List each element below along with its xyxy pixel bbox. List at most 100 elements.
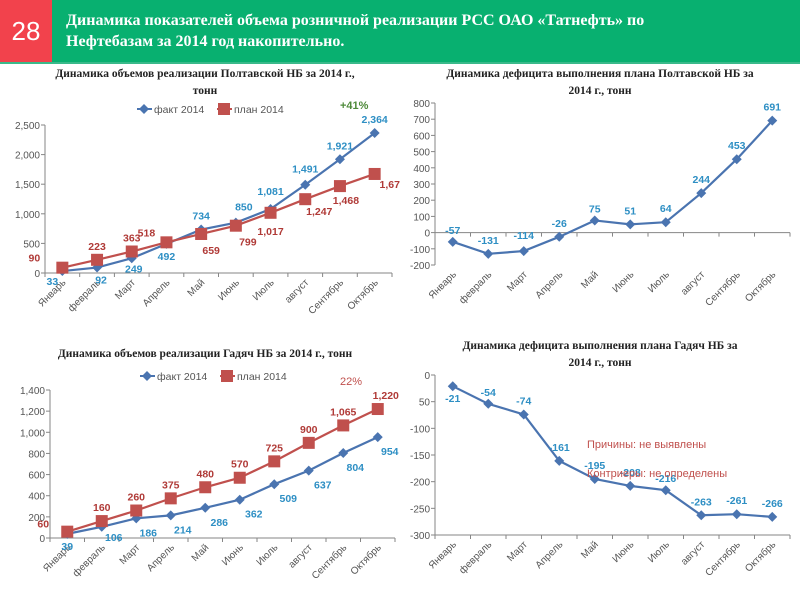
data-point — [264, 206, 277, 219]
data-point — [337, 419, 350, 432]
y-tick-label: 400 — [28, 492, 45, 503]
series-line-plan — [62, 172, 376, 269]
data-label: 1,491 — [292, 164, 318, 176]
data-label: -57 — [445, 225, 460, 237]
x-tick-label: август — [679, 539, 708, 568]
data-point — [696, 510, 707, 521]
data-label: 160 — [93, 502, 111, 514]
data-label: -114 — [514, 230, 535, 242]
legend-plan-label: план 2014 — [237, 371, 287, 383]
x-tick-label: август — [283, 277, 312, 306]
x-tick-label: Март — [505, 539, 530, 564]
data-label: 1,468 — [333, 195, 359, 207]
x-tick-label: февраль — [457, 269, 495, 307]
data-label: 453 — [728, 140, 746, 152]
x-tick-label: август — [679, 269, 708, 298]
header-divider — [0, 62, 800, 64]
x-tick-label: Март — [113, 277, 138, 302]
data-label: 106 — [105, 532, 123, 544]
x-tick-label: Июнь — [611, 269, 637, 295]
data-point — [447, 236, 458, 247]
data-point — [333, 180, 346, 193]
data-point — [767, 115, 778, 126]
data-label: 260 — [127, 492, 145, 504]
data-point — [338, 448, 349, 459]
data-point — [160, 236, 173, 249]
data-label: 1,017 — [257, 226, 283, 238]
y-tick-label: 500 — [413, 148, 430, 159]
data-point — [589, 474, 600, 484]
x-tick-label: Апрель — [534, 269, 566, 301]
data-point — [368, 167, 381, 180]
data-label: 734 — [192, 211, 210, 223]
x-tick-label: февраль — [70, 542, 108, 580]
data-label: 1,220 — [373, 390, 399, 402]
data-label: 223 — [88, 241, 106, 253]
data-label: 804 — [346, 462, 364, 474]
y-tick-label: -100 — [410, 424, 430, 435]
note-reasons: Причины: не выявлены — [587, 439, 706, 451]
y-tick-label: 800 — [28, 449, 45, 460]
x-tick-label: Март — [505, 269, 530, 294]
data-point — [372, 432, 383, 443]
y-tick-label: 600 — [28, 471, 45, 482]
data-point — [731, 154, 742, 165]
x-tick-label: Январь — [427, 269, 459, 301]
data-label: 799 — [239, 237, 257, 249]
data-point — [299, 193, 312, 206]
data-point — [302, 436, 315, 449]
y-tick-label: 400 — [413, 164, 430, 175]
y-tick-label: 1,200 — [20, 407, 45, 418]
x-tick-label: Май — [186, 277, 208, 299]
data-label: 518 — [138, 227, 156, 239]
x-tick-label: Июль — [646, 269, 672, 295]
data-label: -161 — [549, 442, 570, 454]
data-point — [164, 492, 177, 505]
legend-plan-marker — [221, 370, 233, 382]
data-point — [165, 510, 176, 521]
chart-title-line2: 2014 г., тонн — [568, 357, 632, 369]
y-tick-label: 2,500 — [15, 121, 40, 132]
data-label: 659 — [202, 245, 220, 257]
y-tick-label: -200 — [410, 478, 430, 489]
data-point — [229, 219, 242, 232]
data-label: 492 — [158, 251, 176, 263]
series-line-plan — [66, 408, 379, 533]
x-tick-label: Май — [579, 269, 601, 291]
legend-fact-label: факт 2014 — [154, 104, 204, 116]
x-tick-label: Июль — [646, 539, 672, 565]
data-point — [125, 245, 138, 258]
series-line-fact — [452, 385, 773, 518]
data-point — [269, 479, 280, 490]
note-counterparties: Контриеры: не определены — [587, 468, 727, 480]
y-tick-label: -300 — [410, 531, 430, 542]
data-label: 75 — [589, 203, 601, 215]
y-tick-label: 700 — [413, 115, 430, 126]
series-line-fact — [62, 132, 376, 273]
x-tick-label: Май — [579, 539, 601, 561]
data-label: 64 — [660, 203, 672, 215]
chart-title-gadyach-volume: Динамика объемов реализации Гадяч НБ за … — [10, 346, 400, 363]
x-tick-label: Май — [190, 542, 212, 564]
data-label: 249 — [125, 263, 143, 275]
data-label: 850 — [235, 202, 253, 214]
chart-title-gadyach-deficit: Динамика дефицита выполнения плана Гадяч… — [410, 338, 790, 372]
data-point — [268, 455, 281, 468]
data-label: 51 — [624, 205, 636, 217]
legend-fact-marker — [142, 371, 152, 381]
y-tick-label: 2,000 — [15, 151, 40, 162]
data-label: 1,673 — [380, 179, 400, 191]
data-label: 33 — [47, 276, 59, 288]
y-tick-label: 0 — [424, 371, 430, 382]
x-tick-label: Апрель — [534, 539, 566, 571]
x-tick-label: Январь — [427, 539, 459, 571]
data-point — [61, 525, 74, 538]
x-tick-label: август — [287, 542, 316, 571]
data-point — [660, 217, 671, 228]
data-point — [195, 227, 208, 240]
legend-plan-label: план 2014 — [234, 104, 284, 116]
data-point — [303, 465, 314, 476]
data-point — [625, 480, 636, 491]
slide-number: 28 — [0, 0, 52, 62]
data-point — [625, 219, 636, 230]
